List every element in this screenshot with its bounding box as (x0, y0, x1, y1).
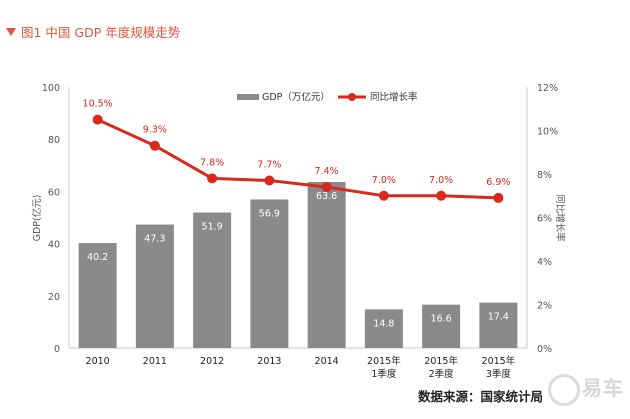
growth-rate-label: 6.9% (486, 177, 510, 188)
bar (250, 199, 289, 348)
x-tick-label: 2015年 (482, 355, 516, 367)
bar-value-label: 14.8 (373, 318, 394, 329)
bar-value-label: 17.4 (488, 312, 509, 323)
bar-value-label: 56.9 (259, 208, 280, 219)
x-tick-label: 2013 (257, 356, 281, 367)
y-tick-label-left: 100 (42, 83, 60, 94)
bar-value-label: 40.2 (87, 252, 108, 263)
chart-title: 图1 中国 GDP 年度规模走势 (6, 22, 180, 41)
growth-rate-label: 9.3% (143, 125, 167, 136)
bar-value-label: 16.6 (431, 314, 452, 325)
growth-rate-point (436, 190, 447, 201)
growth-rate-label: 7.4% (315, 166, 339, 177)
legend-bar-swatch (237, 94, 259, 100)
legend-line-marker (348, 93, 356, 101)
legend: GDP（万亿元） 同比增长率 (237, 91, 418, 103)
bar-value-labels: 40.2 47.3 51.9 56.9 63.6 14.8 16.6 17.4 (87, 191, 509, 329)
y-axis-title-right: 同比增长率 (554, 194, 566, 242)
growth-rate-point (321, 182, 332, 193)
bar-value-label: 63.6 (316, 191, 337, 202)
y-tick-label-left: 60 (48, 187, 60, 198)
growth-rate-label: 10.5% (83, 99, 113, 110)
y-tick-label-left: 40 (48, 240, 60, 251)
watermark-logo-icon (548, 373, 580, 406)
line-series (92, 114, 504, 203)
bar (364, 309, 403, 348)
growth-rate-point (378, 190, 389, 201)
bar (422, 304, 461, 348)
y-tick-labels-left: 0 20 40 60 80 100 (42, 83, 60, 355)
x-tick-label: 2季度 (429, 368, 455, 380)
chart-title-text: 图1 中国 GDP 年度规模走势 (21, 25, 181, 40)
line-value-labels: 10.5% 9.3% 7.8% 7.7% 7.4% 7.0% 7.0% 6.9% (83, 99, 511, 188)
growth-rate-label: 7.0% (372, 175, 396, 186)
growth-rate-point (493, 192, 504, 203)
y-tick-label-right: 6% (537, 214, 552, 225)
legend-line-label: 同比增长率 (370, 91, 418, 103)
x-tick-label: 2015年 (367, 355, 401, 367)
y-tick-label-left: 0 (54, 344, 60, 355)
growth-rate-label: 7.8% (200, 157, 224, 168)
x-tick-label: 1季度 (371, 368, 397, 380)
y-tick-label-right: 0% (537, 344, 552, 355)
x-tick-label: 2010 (86, 356, 110, 367)
watermark: 易车 (548, 372, 624, 406)
x-tick-label: 2012 (200, 356, 224, 367)
growth-rate-point (264, 175, 275, 186)
growth-rate-label: 7.0% (429, 175, 453, 186)
y-tick-label-right: 2% (537, 301, 552, 312)
bar (307, 182, 346, 348)
y-axis-title-left: GDP(亿元) (31, 195, 43, 242)
y-tick-labels-right: 0% 2% 4% 6% 8% 10% 12% (537, 83, 558, 355)
y-tick-label-right: 10% (537, 127, 558, 138)
watermark-text: 易车 (582, 376, 624, 400)
bar (193, 212, 232, 348)
bar (479, 302, 518, 348)
bar-value-label: 47.3 (144, 234, 165, 245)
x-tick-label: 2011 (143, 356, 167, 367)
x-tick-label: 2015年 (424, 355, 458, 367)
triangle-down-icon (6, 28, 16, 36)
y-tick-label-left: 20 (48, 292, 60, 303)
y-tick-label-left: 80 (48, 135, 60, 146)
y-tick-label-right: 12% (537, 83, 558, 94)
legend-bar-label: GDP（万亿元） (262, 91, 330, 103)
x-tick-labels: 2010 2011 2012 2013 2014 2015年1季度2015年2季度2015… (86, 355, 516, 380)
growth-rate-line (97, 118, 499, 200)
growth-rate-label: 7.7% (257, 160, 281, 171)
bar (135, 224, 174, 348)
growth-rate-point (149, 140, 160, 151)
growth-rate-point (207, 173, 218, 184)
bar-series (78, 182, 518, 348)
growth-rate-point (92, 114, 103, 125)
data-source-note: 数据来源：国家统计局 (418, 389, 544, 404)
x-tick-label: 2014 (315, 356, 339, 367)
y-tick-label-right: 8% (537, 170, 552, 181)
bar-value-label: 51.9 (202, 222, 223, 233)
bar (78, 243, 117, 348)
x-tick-label: 3季度 (486, 368, 512, 380)
y-tick-label-right: 4% (537, 257, 552, 268)
